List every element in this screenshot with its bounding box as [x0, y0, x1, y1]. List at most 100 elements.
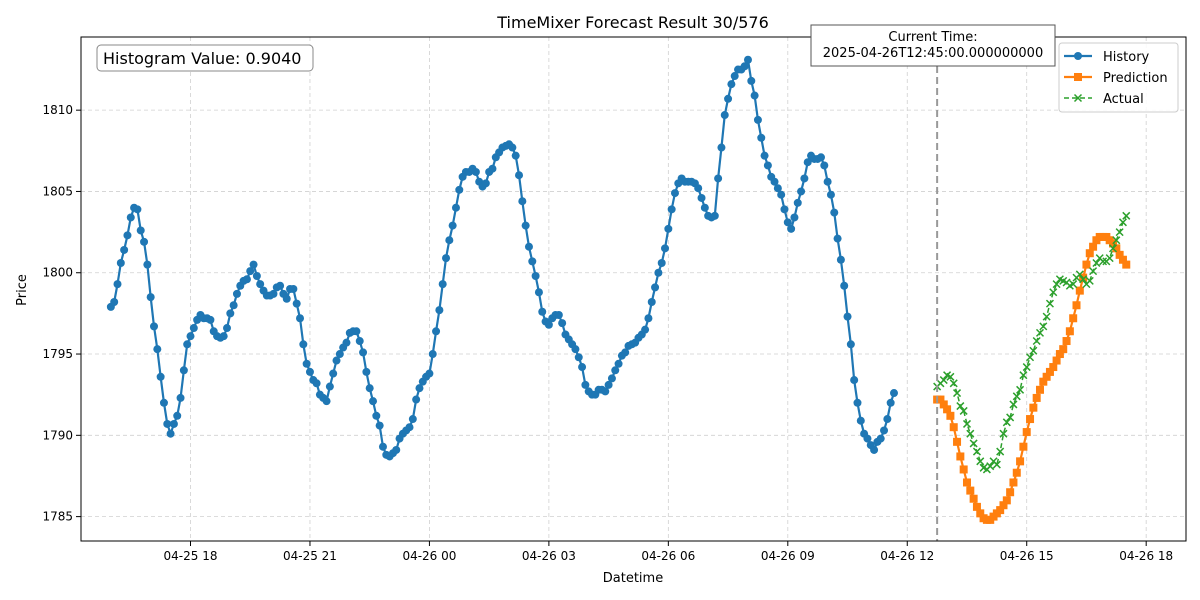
data-point-history — [750, 91, 759, 100]
data-point-actual — [1012, 392, 1021, 401]
data-point-history — [518, 197, 527, 206]
data-point-actual — [1092, 258, 1101, 268]
data-point-history — [156, 372, 165, 381]
data-point-history — [362, 367, 371, 376]
x-tick-label: 04-26 18 — [1119, 549, 1173, 563]
data-point-actual — [962, 419, 972, 428]
data-point-prediction — [1016, 457, 1025, 466]
data-point-history — [511, 151, 520, 160]
data-point-history — [229, 301, 238, 310]
data-point-history — [743, 55, 752, 64]
data-point-actual — [1052, 280, 1061, 289]
data-point-history — [880, 426, 889, 435]
data-point-history — [763, 161, 772, 170]
data-point-prediction — [1019, 442, 1028, 451]
data-point-actual — [949, 379, 958, 388]
data-point-prediction — [1009, 478, 1018, 487]
data-point-history — [442, 254, 451, 263]
data-point-history — [289, 285, 298, 293]
data-point-history — [538, 307, 547, 316]
x-axis-label: Datetime — [603, 571, 663, 586]
data-point-history — [481, 179, 490, 188]
data-point-history — [558, 319, 567, 328]
data-point-prediction — [1052, 356, 1061, 365]
y-axis-label: Price — [15, 274, 30, 306]
data-point-history — [531, 271, 540, 280]
data-point-prediction — [1039, 377, 1048, 386]
data-point-history — [581, 380, 590, 389]
data-point-history — [661, 244, 670, 253]
data-point-history — [578, 363, 587, 372]
data-point-prediction — [1029, 403, 1038, 412]
data-point-history — [232, 289, 241, 298]
data-point-actual — [1029, 346, 1038, 355]
data-point-history — [120, 245, 129, 254]
data-point-history — [697, 193, 706, 202]
histogram-box-frame — [96, 44, 314, 72]
data-point-prediction — [959, 465, 968, 474]
data-point-history — [372, 411, 381, 420]
data-point-history — [302, 359, 311, 368]
data-point-history — [146, 293, 155, 302]
y-tick-label: 1800 — [42, 266, 73, 280]
data-point-prediction — [1026, 415, 1035, 424]
x-tick-label: 04-25 21 — [283, 549, 337, 563]
data-point-actual — [1079, 275, 1088, 284]
data-point-actual — [972, 447, 981, 456]
data-point-prediction — [1069, 314, 1078, 323]
data-point-history — [136, 226, 145, 235]
data-point-history — [173, 411, 182, 420]
data-point-history — [777, 190, 786, 199]
data-point-history — [544, 320, 553, 329]
data-point-history — [667, 205, 676, 214]
legend: History Prediction Actual — [1058, 42, 1179, 113]
data-point-history — [823, 177, 832, 186]
data-point-prediction — [1002, 496, 1011, 505]
data-point-history — [651, 283, 660, 292]
data-point-prediction — [953, 437, 962, 446]
data-point-history — [727, 80, 736, 89]
data-point-history — [123, 231, 132, 240]
data-point-history — [534, 288, 543, 297]
data-point-actual — [946, 372, 955, 381]
data-point-history — [664, 224, 673, 233]
data-point-history — [840, 281, 849, 290]
data-point-history — [571, 345, 580, 354]
data-point-history — [654, 268, 663, 277]
data-point-history — [242, 275, 251, 284]
data-point-actual — [1032, 336, 1041, 346]
data-point-history — [820, 161, 829, 170]
data-point-history — [133, 205, 142, 214]
data-point-actual — [1105, 254, 1114, 263]
legend-item-prediction: Prediction — [1064, 71, 1168, 86]
data-point-history — [355, 337, 364, 346]
data-point-actual — [969, 439, 978, 448]
data-point-history — [305, 367, 314, 376]
data-point-history — [710, 211, 719, 220]
data-point-history — [783, 218, 792, 227]
data-point-history — [793, 198, 802, 207]
data-point-actual — [1112, 236, 1121, 245]
data-point-history — [269, 289, 278, 298]
data-point-actual — [1042, 312, 1051, 321]
data-point-history — [717, 143, 726, 152]
data-point-actual — [976, 457, 985, 466]
histogram-value-text: Histogram Value: 0.9040 — [103, 49, 301, 68]
data-point-actual — [1089, 267, 1098, 276]
data-point-prediction — [1032, 393, 1041, 402]
data-point-history — [574, 353, 583, 362]
data-point-prediction — [1006, 488, 1015, 497]
data-point-history — [471, 167, 480, 176]
data-point-actual — [1002, 418, 1011, 427]
data-point-history — [524, 242, 533, 251]
data-point-history — [760, 151, 769, 160]
data-point-actual — [959, 406, 968, 415]
data-point-history — [432, 327, 441, 336]
data-point-actual — [986, 462, 995, 471]
data-point-actual — [992, 460, 1001, 469]
data-point-history — [329, 369, 338, 378]
data-point-history — [780, 205, 789, 214]
data-point-history — [611, 366, 620, 375]
data-point-history — [378, 442, 387, 451]
data-point-actual — [1069, 280, 1078, 289]
